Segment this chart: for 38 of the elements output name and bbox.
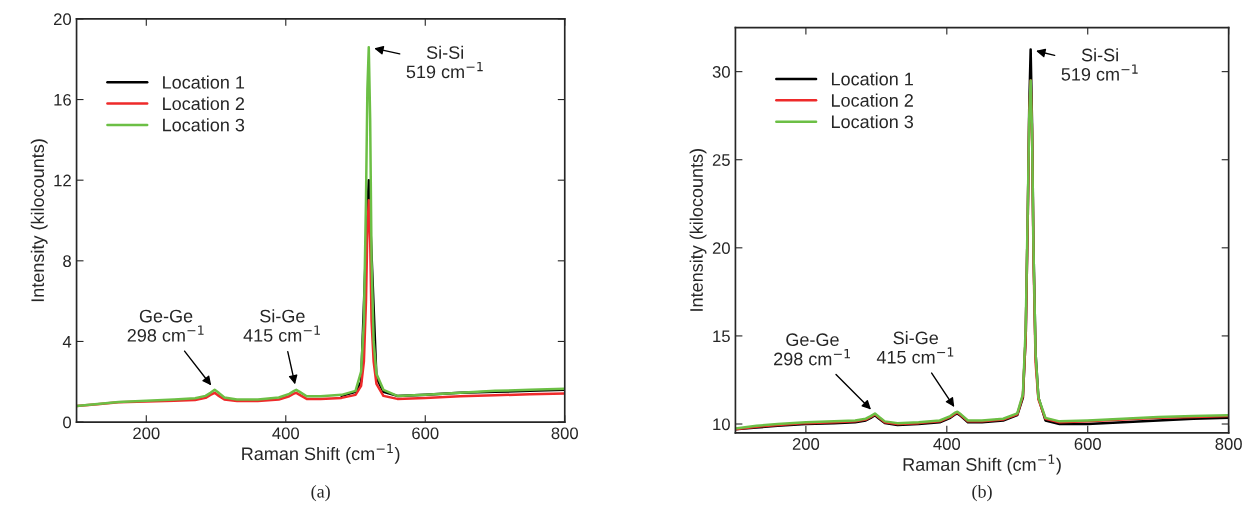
text: (b): [972, 484, 992, 502]
annotation: Si-Ge 415 cm$^{−1}$: [876, 331, 954, 364]
x-tick-label: 800: [1215, 438, 1242, 450]
y-tick-label: 16: [54, 93, 71, 106]
annotation: Si-Si 519 cm$^{−1}$: [1061, 48, 1138, 81]
x-axis-title: Raman Shift (cm$^{−1}$): [903, 454, 1061, 475]
annotation: Ge-Ge 298 cm$^{−1}$: [127, 309, 204, 342]
x-tick-label: 800: [551, 427, 578, 440]
y-tick-label: 10: [713, 418, 730, 431]
legend-label: Location 3: [831, 114, 914, 129]
legend-label: Location 1: [163, 75, 245, 89]
x-tick-label: 400: [933, 438, 961, 450]
y-tick-label: 20: [712, 242, 730, 255]
annotation: Si-Si 519 cm$^{−1}$: [406, 45, 483, 79]
y-tick-label: 0: [63, 416, 72, 429]
legend-label: Location 2: [163, 96, 245, 111]
x-tick-label: 200: [792, 438, 820, 450]
y-tick-label: 30: [712, 66, 730, 78]
x-tick-label: 600: [1074, 438, 1101, 450]
y-tick-label: 8: [63, 255, 71, 268]
y-tick-label: 15: [713, 330, 730, 343]
y-axis-title: Intensity (kilocounts): [689, 149, 707, 311]
annotation: Ge-Ge 298 cm$^{−1}$: [774, 333, 851, 366]
y-tick-label: 20: [54, 13, 72, 26]
y-axis-title: Intensity (kilocounts): [30, 139, 48, 302]
y-tick-label: 25: [712, 154, 730, 166]
x-axis-title: Raman Shift (cm$^{−1}$): [242, 443, 400, 464]
text: (a): [311, 484, 330, 502]
legend-label: Location 2: [831, 93, 913, 107]
y-tick-label: 4: [62, 336, 72, 348]
x-tick-label: 600: [412, 427, 439, 440]
x-tick-label: 200: [133, 427, 160, 440]
annotation: Si-Ge 415 cm$^{−1}$: [243, 309, 320, 342]
y-tick-label: 12: [54, 174, 71, 187]
legend-label: Location 1: [831, 72, 913, 86]
x-tick-label: 400: [272, 427, 300, 440]
line-series: [76, 45, 565, 408]
legend-label: Location 3: [163, 118, 245, 132]
